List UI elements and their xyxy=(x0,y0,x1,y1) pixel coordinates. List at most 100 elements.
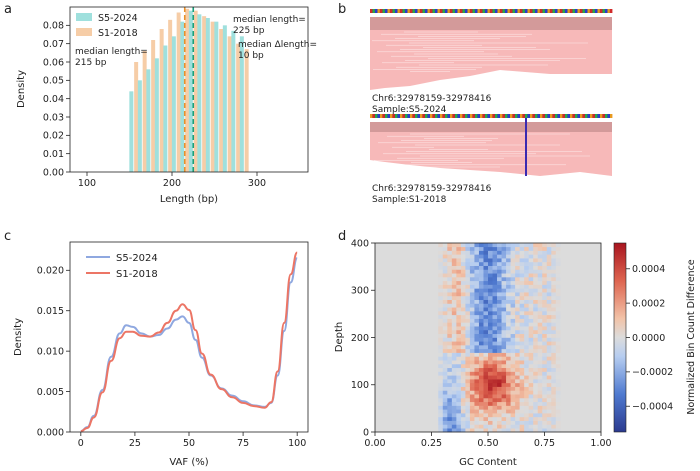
heatmap-cell xyxy=(551,299,557,304)
heatmap-cell xyxy=(456,303,462,308)
heatmap-cell xyxy=(515,295,520,300)
heatmap-cell xyxy=(469,246,475,251)
heatmap-cell xyxy=(555,386,561,391)
heatmap-cell xyxy=(474,420,480,425)
heatmap-cell xyxy=(510,273,516,278)
heatmap-cell xyxy=(533,367,539,372)
heatmap-cell xyxy=(438,337,444,342)
heatmap-cell xyxy=(460,288,466,293)
heatmap-cell xyxy=(501,295,507,300)
heatmap-cell xyxy=(469,367,475,372)
heatmap-cell xyxy=(515,326,520,331)
heatmap-cell xyxy=(515,416,520,421)
heatmap-cell xyxy=(546,295,552,300)
heatmap-cell xyxy=(451,277,457,282)
heatmap-cell xyxy=(497,348,502,353)
heatmap-cell xyxy=(442,295,448,300)
bar-s5-2024-175 xyxy=(146,69,151,172)
heatmap-cell xyxy=(465,394,471,399)
heatmap-cell xyxy=(510,386,516,391)
bar-s5-2024-275 xyxy=(231,30,236,173)
heatmap-cell xyxy=(551,416,557,421)
heatmap-cell xyxy=(497,386,502,391)
heatmap-cell xyxy=(488,311,493,316)
base-mark xyxy=(602,114,605,118)
heatmap-cell xyxy=(501,314,507,319)
heatmap-cell xyxy=(469,397,475,403)
heatmap-cell xyxy=(546,420,552,425)
coverage-s5 xyxy=(370,17,612,30)
heatmap-cell xyxy=(551,311,557,316)
heatmap-cell xyxy=(483,254,489,259)
heatmap-cell xyxy=(474,416,480,421)
heatmap-cell xyxy=(465,360,471,365)
heatmap-cell xyxy=(510,254,516,259)
heatmap-cell xyxy=(528,333,534,338)
heatmap-cell xyxy=(469,382,475,387)
base-mark xyxy=(545,114,548,118)
heatmap-cell xyxy=(515,273,520,278)
base-mark xyxy=(500,9,503,13)
heatmap-cell xyxy=(478,337,484,342)
heatmap-cell xyxy=(546,386,552,391)
heatmap-cell xyxy=(506,397,511,403)
region-label-s1: Chr6:32978159-32978416 xyxy=(372,184,492,194)
heatmap-cell xyxy=(488,405,493,410)
heatmap-cell xyxy=(474,356,480,361)
heatmap-cell xyxy=(551,303,557,308)
base-mark xyxy=(490,114,493,118)
heatmap-cell xyxy=(460,413,466,418)
heatmap-cell xyxy=(460,379,466,384)
heatmap-cell xyxy=(546,326,552,331)
heatmap-cell xyxy=(515,375,520,380)
heatmap-cell xyxy=(528,428,534,433)
heatmap-cell xyxy=(465,371,471,376)
heatmap-cell xyxy=(542,397,548,403)
heatmap-cell xyxy=(469,277,475,282)
base-mark xyxy=(470,9,473,13)
heatmap-cell xyxy=(501,273,507,278)
heatmap-cell xyxy=(478,397,484,403)
heatmap-cell xyxy=(537,307,543,312)
heatmap-cell xyxy=(537,363,543,369)
heatmap-cell xyxy=(451,307,457,312)
heatmap-cell xyxy=(442,326,448,331)
heatmap-cell xyxy=(533,258,539,263)
heatmap-cell xyxy=(551,397,557,403)
base-mark xyxy=(550,9,553,13)
heatmap-cell xyxy=(492,363,498,369)
heatmap-cell xyxy=(451,405,457,410)
heatmap-cell xyxy=(501,352,507,357)
heatmap-cell xyxy=(433,284,439,289)
heatmap-cell xyxy=(533,250,539,255)
heatmap-cell xyxy=(533,420,539,425)
heatmap-cell xyxy=(537,375,543,380)
heatmap-cell xyxy=(438,348,444,353)
heatmap-cell xyxy=(456,277,462,282)
base-mark xyxy=(577,114,580,118)
heatmap-cell xyxy=(546,367,552,372)
base-mark xyxy=(557,114,560,118)
heatmap-cell xyxy=(438,258,444,263)
base-mark xyxy=(575,114,578,118)
heatmap-cell xyxy=(465,363,471,369)
heatmap-cell xyxy=(506,307,511,312)
heatmap-cell xyxy=(469,258,475,263)
heatmap-cell xyxy=(515,390,520,395)
panel-a-ylabel: Density xyxy=(16,70,27,108)
bar-s5-2024-285 xyxy=(239,36,244,173)
y-tick-label: 0.08 xyxy=(43,21,64,32)
heatmap-cell xyxy=(465,243,471,248)
heatmap-cell xyxy=(469,375,475,380)
heatmap-cell xyxy=(551,394,557,399)
base-mark xyxy=(507,9,510,13)
base-mark xyxy=(515,9,518,13)
heatmap-cell xyxy=(551,280,557,285)
base-mark xyxy=(525,9,528,13)
heatmap-cell xyxy=(474,292,480,297)
base-mark xyxy=(397,9,400,13)
heatmap-cell xyxy=(542,250,548,255)
heatmap-cell xyxy=(433,382,439,387)
heatmap-cell xyxy=(533,254,539,259)
heatmap-cell xyxy=(474,363,480,369)
